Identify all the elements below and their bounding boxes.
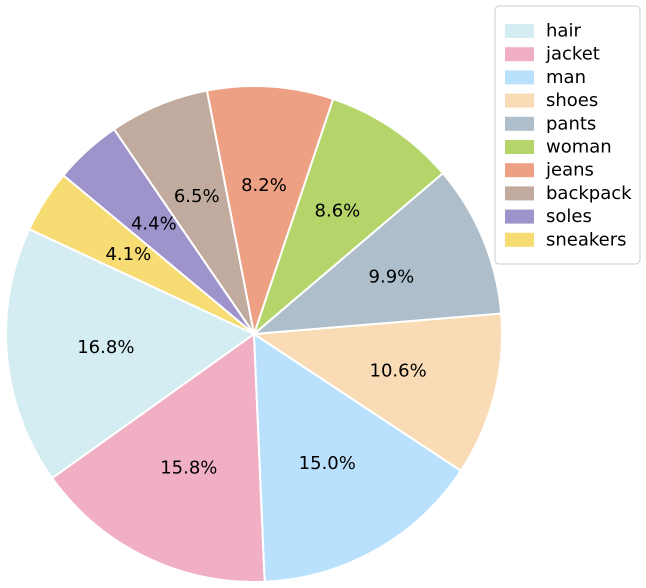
legend-swatch-jacket: [505, 47, 534, 62]
slice-label-jacket: 15.8%: [160, 457, 217, 478]
pie-slice-jacket: [51, 333, 266, 583]
legend-label-sneakers: sneakers: [546, 229, 627, 250]
legend-label-jeans: jeans: [545, 160, 594, 181]
slice-label-shoes: 10.6%: [370, 360, 427, 381]
legend-swatch-jeans: [505, 163, 534, 178]
slice-label-man: 15.0%: [299, 453, 356, 474]
pie-slice-hair: [5, 228, 255, 480]
pie-slice-woman: [253, 97, 444, 335]
legend-label-soles: soles: [546, 206, 592, 227]
slice-label-backpack: 6.5%: [174, 186, 220, 207]
pie-slice-man: [253, 333, 462, 583]
legend-label-pants: pants: [546, 113, 596, 134]
slice-label-soles: 4.4%: [131, 213, 177, 234]
legend-label-shoes: shoes: [546, 90, 598, 111]
legend-swatch-backpack: [505, 186, 534, 201]
legend-label-jacket: jacket: [545, 44, 600, 65]
legend-swatch-man: [505, 70, 534, 85]
pie-slice-sneakers: [28, 174, 255, 335]
legend-swatch-hair: [505, 24, 534, 38]
legend-swatch-pants: [505, 116, 534, 131]
legend-swatch-sneakers: [505, 232, 534, 247]
pie-slice-labels: 16.8% 15.8% 15.0% 10.6% 9.9% 8.6% 8.2% 6.5% 4.4%…: [77, 175, 426, 478]
legend-label-backpack: backpack: [546, 183, 632, 204]
legend-swatch-soles: [505, 209, 534, 224]
legend-swatch-shoes: [505, 93, 534, 108]
legend-label-woman: woman: [546, 137, 612, 158]
slice-label-sneakers: 4.1%: [105, 244, 151, 265]
slice-label-jeans: 8.2%: [241, 175, 287, 196]
slice-label-pants: 9.9%: [369, 266, 415, 287]
pie-slices: [5, 85, 503, 583]
legend-label-hair: hair: [546, 21, 581, 42]
legend-label-man: man: [546, 67, 586, 88]
slice-label-woman: 8.6%: [315, 200, 361, 221]
pie-slice-shoes: [253, 312, 503, 472]
pie-slice-jeans: [205, 85, 335, 335]
pie-slice-pants: [253, 172, 503, 335]
legend-swatch-woman: [505, 140, 534, 154]
slice-label-hair: 16.8%: [77, 337, 134, 358]
